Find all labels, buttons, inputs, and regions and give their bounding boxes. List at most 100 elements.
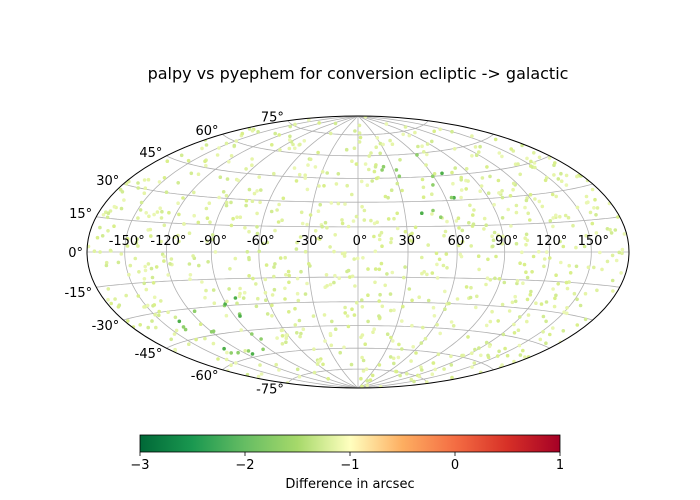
data-point — [325, 284, 329, 288]
data-point — [157, 309, 161, 314]
data-point — [420, 368, 424, 372]
data-point — [484, 282, 488, 287]
data-point — [305, 187, 310, 192]
data-point — [522, 262, 527, 267]
data-point — [305, 281, 309, 286]
data-point — [205, 216, 210, 220]
data-point — [389, 335, 393, 340]
data-point — [442, 233, 446, 238]
data-point — [254, 282, 258, 286]
data-point — [247, 257, 251, 262]
parallel-line — [287, 120, 429, 136]
data-point — [224, 193, 229, 198]
data-point — [563, 213, 568, 218]
data-point — [447, 301, 451, 306]
data-point — [600, 267, 604, 272]
data-point — [466, 335, 470, 339]
data-point — [149, 234, 153, 238]
data-point — [514, 210, 519, 215]
data-point — [482, 227, 486, 231]
data-point — [377, 267, 382, 272]
data-point — [619, 271, 623, 275]
data-point — [238, 314, 242, 318]
data-point — [490, 309, 494, 314]
data-point — [188, 273, 193, 277]
data-point — [224, 141, 229, 146]
data-point — [182, 222, 186, 226]
data-point — [440, 171, 444, 176]
data-point — [509, 147, 513, 151]
data-point — [125, 237, 130, 241]
data-point — [390, 142, 395, 146]
data-point — [544, 319, 548, 324]
data-point — [425, 272, 429, 277]
data-point — [571, 223, 575, 228]
data-point — [320, 224, 325, 229]
data-point — [473, 347, 477, 352]
data-point — [476, 254, 481, 258]
data-point — [405, 371, 409, 376]
data-point — [297, 318, 302, 323]
data-point — [345, 269, 349, 274]
data-point — [299, 331, 303, 336]
data-point — [558, 214, 562, 219]
data-point — [459, 254, 464, 259]
data-point — [491, 244, 495, 249]
data-point — [355, 300, 359, 305]
data-point — [294, 247, 299, 251]
data-point — [299, 210, 304, 215]
data-point — [524, 198, 529, 203]
data-point — [420, 211, 424, 215]
data-point — [203, 336, 207, 341]
data-point — [361, 369, 366, 373]
data-point — [337, 276, 342, 281]
data-point — [118, 187, 123, 192]
data-point — [350, 159, 354, 163]
data-point — [227, 287, 231, 291]
data-point — [295, 291, 300, 296]
data-point — [348, 275, 352, 279]
data-point — [261, 347, 265, 352]
data-point — [144, 211, 148, 215]
data-point — [227, 159, 231, 164]
data-point — [269, 209, 274, 214]
data-point — [142, 281, 146, 286]
data-point — [536, 250, 541, 254]
data-point — [377, 314, 381, 318]
data-point — [101, 213, 106, 217]
data-point — [471, 222, 476, 226]
data-point — [189, 171, 194, 176]
data-point — [532, 161, 537, 165]
data-point — [409, 359, 413, 363]
data-point — [162, 259, 166, 263]
data-point — [531, 254, 536, 259]
data-point — [122, 198, 126, 202]
data-point — [303, 249, 308, 254]
data-point — [293, 306, 297, 311]
data-point — [346, 324, 351, 329]
data-point — [449, 195, 454, 200]
data-point — [431, 208, 435, 213]
data-point — [98, 250, 102, 254]
data-point — [525, 156, 529, 161]
data-point — [142, 305, 146, 309]
data-point — [95, 235, 100, 240]
data-point — [258, 200, 262, 205]
data-point — [303, 173, 308, 177]
data-point — [128, 263, 133, 268]
data-point — [113, 297, 117, 301]
data-point — [196, 220, 201, 225]
data-point — [196, 172, 201, 176]
data-point — [477, 346, 481, 350]
data-point — [553, 161, 557, 165]
data-point — [329, 343, 334, 348]
data-point — [442, 367, 446, 371]
data-point — [152, 212, 156, 217]
data-point — [605, 259, 610, 264]
data-point — [350, 274, 355, 279]
data-point — [598, 250, 602, 255]
longitude-tick-label: 90° — [495, 234, 518, 249]
data-point — [500, 216, 505, 220]
colorbar-tick-label: 0 — [451, 458, 459, 473]
data-point — [340, 251, 345, 256]
